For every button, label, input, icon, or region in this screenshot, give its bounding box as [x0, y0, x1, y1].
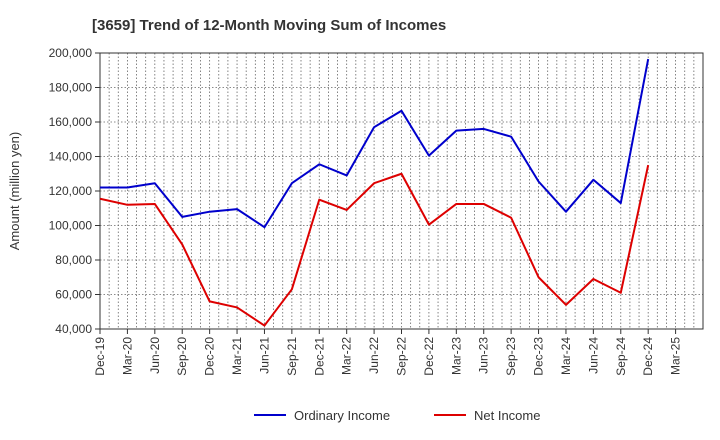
x-tick-label: Mar-20: [120, 337, 134, 375]
axes: 40,000 60,000 80,000 100,000 120,000 140,000 1…: [49, 46, 704, 376]
x-tick-label: Dec-19: [93, 337, 107, 376]
y-tick-label: 80,000: [55, 253, 92, 267]
x-tick-label: Dec-21: [312, 337, 326, 376]
y-tick-label: 120,000: [49, 184, 93, 198]
x-tick-label: Mar-23: [449, 337, 463, 375]
series-layer: [99, 58, 650, 327]
x-tick-label: Dec-22: [422, 337, 436, 376]
x-tick-label: Sep-20: [175, 337, 189, 376]
x-tick-label: Sep-23: [504, 337, 518, 376]
x-tick-label: Mar-24: [559, 337, 573, 375]
series-line-net-income: [99, 164, 650, 327]
x-tick-label: Dec-20: [203, 337, 217, 376]
x-tick-label: Mar-21: [230, 337, 244, 375]
y-tick-label: 160,000: [49, 115, 93, 129]
x-tick-label: Jun-24: [586, 337, 600, 374]
y-tick-label: 100,000: [49, 219, 93, 233]
x-tick-label: Jun-22: [367, 337, 381, 374]
x-tick-label: Dec-24: [641, 337, 655, 376]
x-tick-label: Mar-25: [669, 337, 683, 375]
x-tick-label: Dec-23: [532, 337, 546, 376]
legend-label: Net Income: [474, 408, 540, 423]
x-tick-label: Sep-24: [614, 337, 628, 376]
y-tick-label: 140,000: [49, 150, 93, 164]
legend: Ordinary Income Net Income: [254, 408, 540, 423]
y-tick-label: 180,000: [49, 81, 93, 95]
y-tick-label: 40,000: [55, 322, 92, 336]
x-tick-label: Mar-22: [340, 337, 354, 375]
x-tick-label: Sep-22: [395, 337, 409, 376]
x-tick-label: Jun-20: [148, 337, 162, 374]
x-tick-label: Jun-23: [477, 337, 491, 374]
chart-title: [3659] Trend of 12-Month Moving Sum of I…: [92, 17, 446, 34]
legend-label: Ordinary Income: [294, 408, 390, 423]
y-tick-label: 200,000: [49, 46, 93, 60]
y-axis-label: Amount (million yen): [7, 132, 22, 251]
x-tick-label: Sep-21: [285, 337, 299, 376]
series-line-ordinary-income: [100, 58, 650, 229]
x-tick-label: Jun-21: [257, 337, 271, 374]
y-tick-label: 60,000: [55, 288, 92, 302]
